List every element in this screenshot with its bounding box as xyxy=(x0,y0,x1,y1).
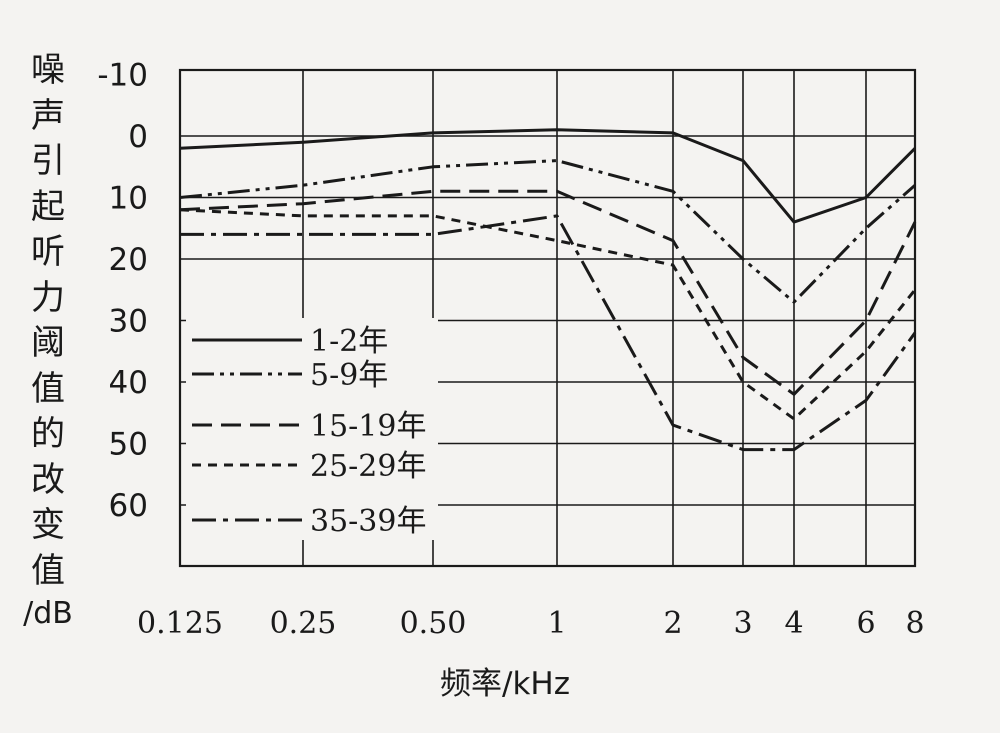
x-tick-label: 1 xyxy=(547,606,566,641)
x-axis-label: 频率/kHz xyxy=(440,666,570,702)
y-axis-label-char: 变 xyxy=(31,505,65,545)
y-tick-label: 10 xyxy=(109,181,148,217)
y-axis-label-char: 阈 xyxy=(31,323,65,363)
legend-label: 5-9年 xyxy=(310,358,388,393)
y-tick-label: 40 xyxy=(109,365,148,401)
series-line-3 xyxy=(179,189,917,396)
x-tick-label: 0.25 xyxy=(270,606,337,641)
y-axis-label-char: 引 xyxy=(31,141,65,181)
y-tick-label: 0 xyxy=(128,119,148,155)
x-tick-label: 6 xyxy=(856,606,875,641)
legend-label: 1-2年 xyxy=(310,324,388,359)
series-line-2 xyxy=(179,159,916,304)
x-tick-label: 3 xyxy=(733,606,752,641)
y-tick-label: 30 xyxy=(109,304,148,340)
y-tick-label: 50 xyxy=(109,427,148,463)
x-tick-labels: 0.125 0.25 0.50 1 2 3 4 6 8 xyxy=(137,606,924,641)
x-tick-label: 8 xyxy=(905,606,924,641)
y-axis-label-char: 值 xyxy=(31,550,65,591)
y-axis-label-char: 值 xyxy=(31,368,65,409)
x-tick-label: 2 xyxy=(663,606,682,641)
series-line-5 xyxy=(180,214,917,452)
y-tick-label: 60 xyxy=(109,488,148,524)
y-axis-label-char: 的 xyxy=(31,414,65,454)
legend-label: 15-19年 xyxy=(310,409,426,444)
legend-label: 25-29年 xyxy=(310,449,426,484)
y-axis-label-char: 声 xyxy=(31,95,65,136)
y-axis-label-char: 起 xyxy=(31,186,65,227)
y-axis-label: 噪声引起听力阈值的改变值 /dB xyxy=(22,48,74,634)
y-tick-label: -10 xyxy=(97,58,148,94)
series-line-1 xyxy=(179,128,917,224)
y-axis-label-char: 听 xyxy=(31,232,65,272)
y-axis-unit: /dB xyxy=(23,596,73,631)
y-axis-label-char: 力 xyxy=(31,277,65,318)
x-tick-label: 4 xyxy=(784,606,803,641)
x-tick-label: 0.50 xyxy=(400,606,467,641)
legend-label: 35-39年 xyxy=(310,504,426,539)
legend-background xyxy=(186,318,438,540)
y-axis-label-char: 噪 xyxy=(31,50,65,90)
y-tick-labels: -10 0 10 20 30 40 50 60 xyxy=(97,58,148,525)
y-tick-label: 20 xyxy=(109,242,148,278)
series-line-4 xyxy=(179,208,917,421)
y-axis-label-char: 改 xyxy=(31,459,65,500)
series-lines xyxy=(179,128,917,452)
plot-frame xyxy=(178,68,917,568)
x-tick-label: 0.125 xyxy=(137,606,223,641)
legend: 1-2年5-9年 15-19年 25-29年 35-39年 xyxy=(186,318,438,540)
